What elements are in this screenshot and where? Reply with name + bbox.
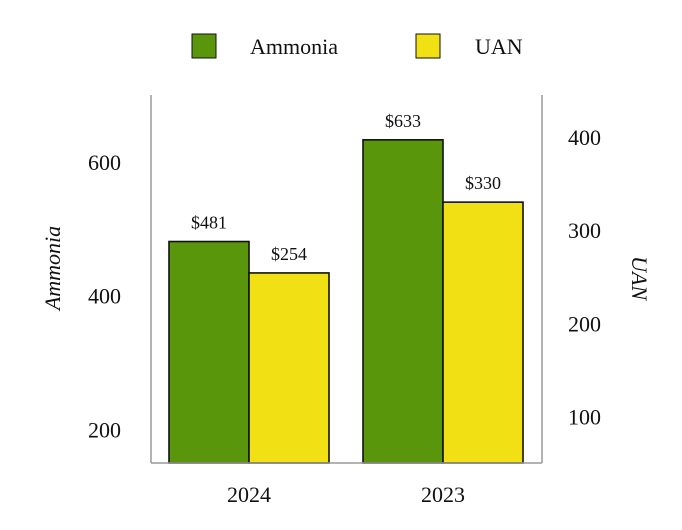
right-tick-label: 400 <box>568 125 601 150</box>
right-axis-ticks: 100 200 300 400 <box>568 125 601 429</box>
left-tick-label: 600 <box>88 150 121 175</box>
legend-label-uan: UAN <box>475 34 523 59</box>
left-axis-title: Ammonia <box>40 226 65 312</box>
right-tick-label: 100 <box>568 404 601 429</box>
right-tick-label: 200 <box>568 311 601 336</box>
data-label-ammonia-2024: $481 <box>191 213 227 233</box>
bar-uan-2023 <box>442 201 524 464</box>
bar-uan-2024 <box>248 272 330 464</box>
bar-ammonia-2024 <box>168 240 250 464</box>
data-labels: $481 $254 $633 $330 <box>191 111 501 264</box>
bars <box>168 139 524 464</box>
category-label: 2024 <box>227 482 271 507</box>
data-label-uan-2023: $330 <box>465 173 501 193</box>
category-label: 2023 <box>421 482 465 507</box>
right-tick-label: 300 <box>568 218 601 243</box>
left-axis-ticks: 200 400 600 <box>88 150 121 443</box>
bar-ammonia-2023 <box>362 139 444 464</box>
data-label-uan-2024: $254 <box>271 244 307 264</box>
legend-label-ammonia: Ammonia <box>250 34 338 59</box>
legend: Ammonia UAN <box>191 33 523 59</box>
category-labels: 2024 2023 <box>227 482 465 507</box>
legend-swatch-ammonia <box>191 33 217 59</box>
left-tick-label: 400 <box>88 284 121 309</box>
left-tick-label: 200 <box>88 418 121 443</box>
legend-swatch-uan <box>415 33 441 59</box>
right-axis-title: UAN <box>627 256 652 301</box>
data-label-ammonia-2023: $633 <box>385 111 421 131</box>
